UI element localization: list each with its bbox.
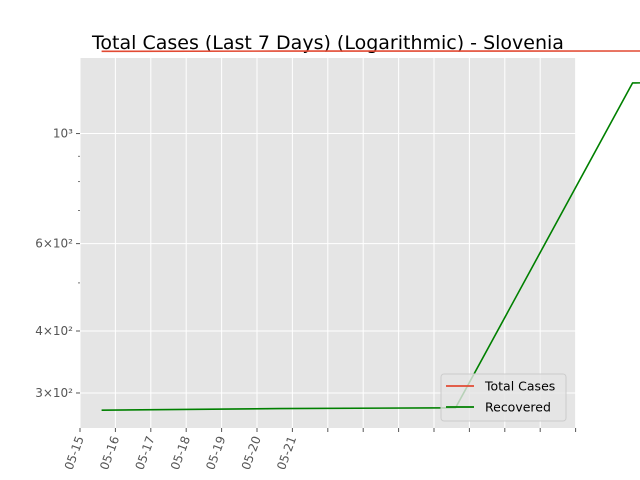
x-gridlines bbox=[79, 58, 577, 428]
x-tick-label: 05-19 bbox=[203, 434, 228, 472]
legend-label: Recovered bbox=[485, 400, 551, 415]
legend-items: Total Cases Recovered bbox=[446, 379, 555, 415]
series-lines bbox=[101, 50, 640, 411]
x-tick-label: 05-16 bbox=[97, 434, 122, 472]
y-tick-label: 4×10² bbox=[35, 324, 73, 338]
x-tick-label: 05-18 bbox=[168, 434, 193, 472]
y-tick-label: 3×10² bbox=[35, 386, 73, 400]
y-tick-label: 10³ bbox=[53, 127, 73, 141]
x-tick-label: 05-20 bbox=[239, 434, 264, 472]
x-tick-label: 05-15 bbox=[62, 434, 87, 472]
y-tick-label: 6×10² bbox=[35, 237, 73, 251]
x-tick-label: 05-17 bbox=[133, 434, 158, 472]
legend-label: Total Cases bbox=[484, 379, 555, 394]
legend: Total Cases Recovered bbox=[440, 373, 567, 422]
series-line-recovered bbox=[101, 82, 640, 411]
series-line-total-cases bbox=[101, 50, 640, 53]
chart-title: Total Cases (Last 7 Days) (Logarithmic) … bbox=[91, 32, 564, 54]
x-tick-label: 05-21 bbox=[274, 434, 299, 472]
x-axis: 05-15 05-16 05-17 05-18 05-19 05-20 05-21 bbox=[62, 428, 577, 472]
y-axis: 3×10² 4×10² 6×10² 10³ bbox=[35, 127, 80, 400]
